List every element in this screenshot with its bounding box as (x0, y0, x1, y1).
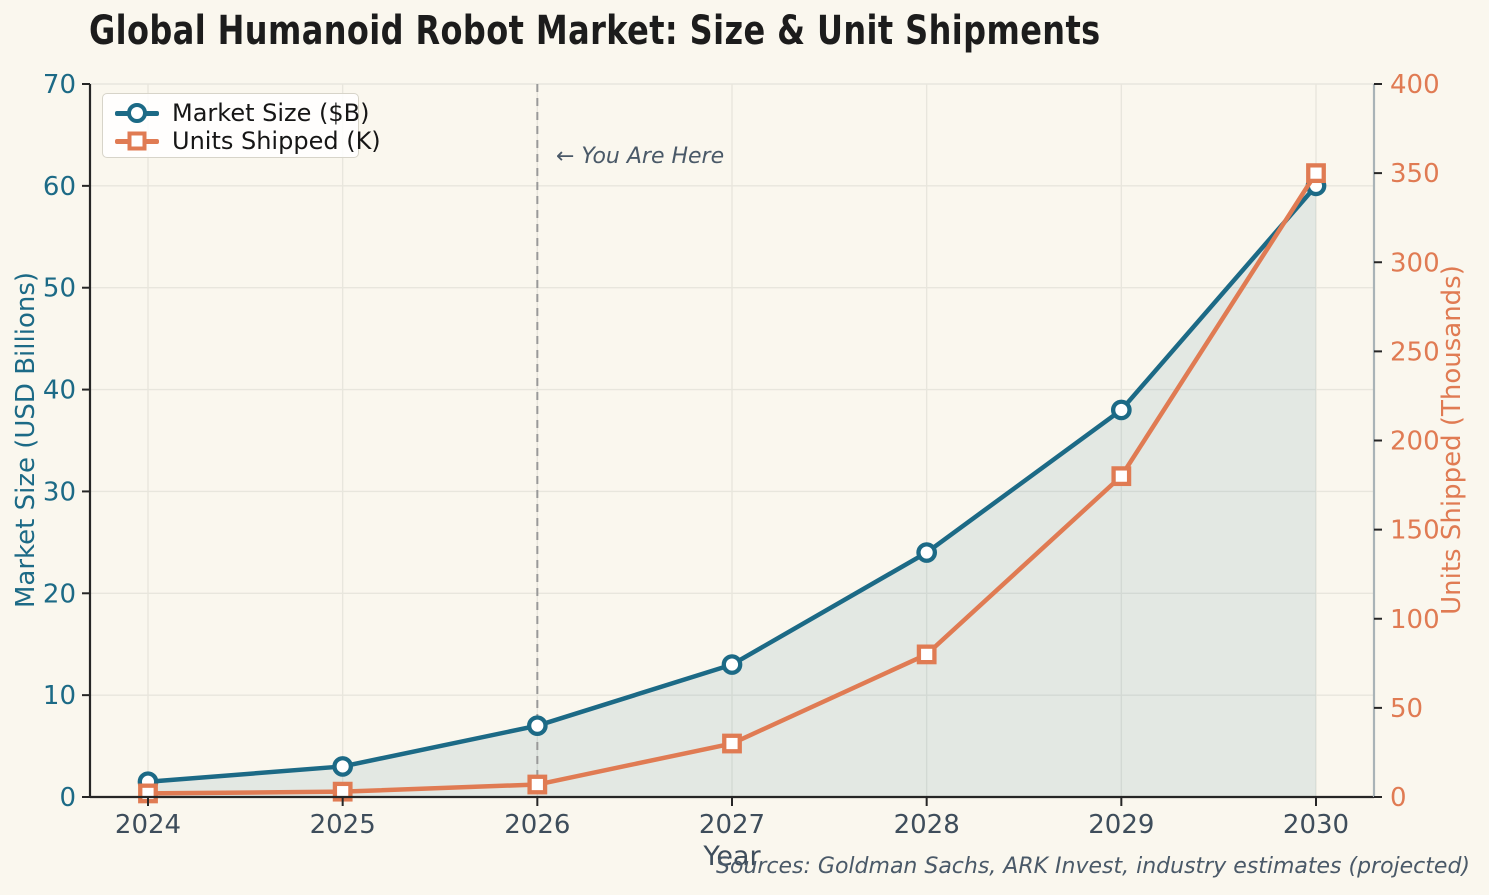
legend: Market Size ($B) Units Shipped (K) (102, 93, 381, 158)
area-fill (148, 185, 1316, 797)
data-point-square (1306, 163, 1326, 184)
data-point-square (527, 774, 548, 795)
left-tick-label: 30 (43, 477, 76, 507)
legend-label: Market Size ($B) (172, 99, 370, 127)
circle-marker-icon (115, 102, 159, 124)
left-tick-label: 40 (43, 376, 76, 406)
right-tick-label: 400 (1390, 70, 1440, 100)
left-tick-label: 50 (43, 274, 76, 304)
sources-footnote: Sources: Goldman Sachs, ARK Invest, indu… (716, 854, 1470, 879)
data-point-square (722, 733, 742, 754)
square-marker-icon (115, 130, 159, 152)
x-tick-label: 2026 (504, 810, 570, 840)
x-tick-label: 2027 (699, 810, 765, 840)
right-tick-label: 100 (1390, 605, 1440, 635)
right-tick-label: 200 (1390, 427, 1440, 457)
right-axis-label: Units Shipped (Thousands) (1437, 265, 1467, 615)
left-tick-label: 0 (59, 783, 76, 813)
legend-item-market-size: Market Size ($B) (115, 99, 369, 127)
left-axis-label: Market Size (USD Billions) (11, 271, 41, 609)
data-point-circle (332, 756, 354, 777)
x-axis-label: Year (703, 841, 761, 872)
right-tick-label: 150 (1390, 516, 1440, 546)
chart-title: Global Humanoid Robot Market: Size & Uni… (89, 8, 1101, 54)
x-tick-label: 2028 (894, 810, 960, 840)
x-tick-label: 2029 (1088, 810, 1154, 840)
right-tick-label: 0 (1390, 783, 1407, 813)
left-tick-label: 70 (43, 70, 76, 100)
left-tick-label: 20 (43, 579, 76, 609)
right-tick-label: 50 (1390, 694, 1423, 724)
right-tick-label: 250 (1390, 337, 1440, 367)
data-point-circle (526, 715, 548, 737)
x-tick-label: 2030 (1283, 810, 1349, 840)
data-point-circle (721, 654, 743, 675)
right-tick-label: 350 (1390, 159, 1440, 189)
legend-item-units-shipped: Units Shipped (K) (115, 127, 381, 155)
right-tick-label: 300 (1390, 248, 1440, 278)
you-are-here-annotation: ← You Are Here (556, 144, 725, 169)
legend-label: Units Shipped (K) (172, 127, 381, 155)
left-tick-label: 60 (43, 172, 76, 202)
x-tick-label: 2024 (115, 810, 181, 840)
x-tick-label: 2025 (310, 810, 376, 840)
data-point-square (1111, 466, 1132, 487)
data-point-square (916, 644, 937, 665)
data-point-circle (1110, 399, 1132, 421)
data-point-circle (916, 542, 938, 563)
left-tick-label: 10 (43, 681, 76, 711)
